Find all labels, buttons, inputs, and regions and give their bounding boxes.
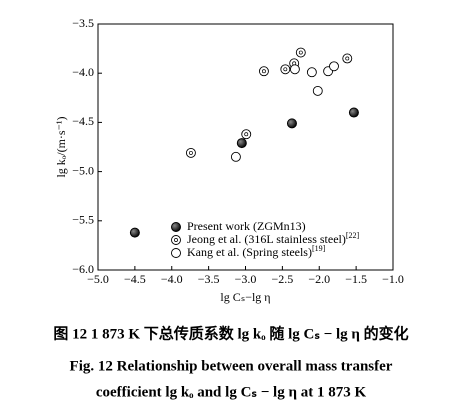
marker-ring (312, 85, 323, 96)
marker-center (345, 56, 350, 61)
y-tick-label: −5.0 (72, 163, 94, 177)
x-tick-label: −5.0 (87, 272, 109, 286)
y-axis-label: lg kₒ/(m·s⁻¹) (54, 116, 68, 177)
marker-center (298, 50, 303, 55)
legend-label: Kang et al. (Spring steels)[19] (187, 244, 326, 259)
marker-ring (289, 64, 300, 75)
marker-dot (348, 107, 359, 118)
y-tick-label: −4.5 (72, 114, 94, 128)
point (171, 235, 181, 245)
marker-dot (236, 138, 247, 149)
point (329, 61, 339, 72)
point (230, 151, 241, 162)
marker-ring (185, 147, 196, 158)
marker-ring (241, 129, 252, 140)
marker-ring (230, 151, 241, 162)
x-tick-label: −2.5 (271, 272, 293, 286)
point (342, 53, 353, 64)
legend-name: Present work (ZGMn13) (187, 219, 306, 233)
marker-ring (342, 53, 353, 64)
point (286, 118, 297, 129)
point (236, 138, 247, 149)
point (185, 147, 196, 158)
marker-dot (286, 118, 297, 129)
y-tick-label: −3.5 (72, 16, 94, 30)
point (280, 64, 291, 75)
x-tick-label: −1.5 (345, 272, 367, 286)
caption-cn: 图 12 1 873 K 下总传质系数 lg kₒ 随 lg Cₛ − lg η… (53, 324, 408, 342)
point (295, 47, 306, 58)
marker-center (174, 238, 178, 242)
x-axis-label: lg Cₛ−lg η (220, 290, 270, 304)
marker-center (283, 67, 288, 72)
legend-label: Present work (ZGMn13) (187, 219, 306, 233)
marker-ring (295, 47, 306, 58)
legend-name: Jeong et al. (316L stainless steel) (187, 232, 346, 246)
marker-ring (171, 248, 181, 258)
point (289, 64, 300, 75)
point (258, 66, 269, 77)
point (129, 227, 140, 238)
x-tick-label: −2.0 (308, 272, 330, 286)
marker-ring (258, 66, 269, 77)
legend-label: Jeong et al. (316L stainless steel)[22] (187, 231, 360, 246)
point (306, 67, 317, 78)
caption-en: coefficient lg kₒ and lg Cₛ − lg η at 1 … (96, 384, 367, 400)
marker-center (244, 132, 249, 137)
marker-ring (280, 64, 291, 75)
marker-center (261, 69, 266, 74)
marker-center (188, 150, 193, 155)
point (171, 222, 181, 232)
x-tick-label: −3.5 (198, 272, 220, 286)
legend-name: Kang et al. (Spring steels) (187, 245, 312, 259)
marker-ring (329, 61, 339, 72)
marker-dot (171, 222, 181, 232)
x-tick-label: −1.0 (382, 272, 404, 286)
y-tick-label: −4.0 (72, 65, 94, 79)
legend-ref: [22] (346, 231, 360, 240)
marker-ring (171, 235, 181, 245)
caption-en: Fig. 12 Relationship between overall mas… (70, 358, 393, 374)
x-tick-label: −3.0 (235, 272, 257, 286)
point (312, 85, 323, 96)
legend-ref: [19] (312, 244, 326, 253)
point (171, 248, 181, 258)
point (241, 129, 252, 140)
x-tick-label: −4.0 (161, 272, 183, 286)
marker-dot (129, 227, 140, 238)
y-tick-label: −5.5 (72, 213, 94, 227)
point (348, 107, 359, 118)
marker-ring (306, 67, 317, 78)
x-tick-label: −4.5 (124, 272, 146, 286)
y-tick-label: −6.0 (72, 262, 94, 276)
